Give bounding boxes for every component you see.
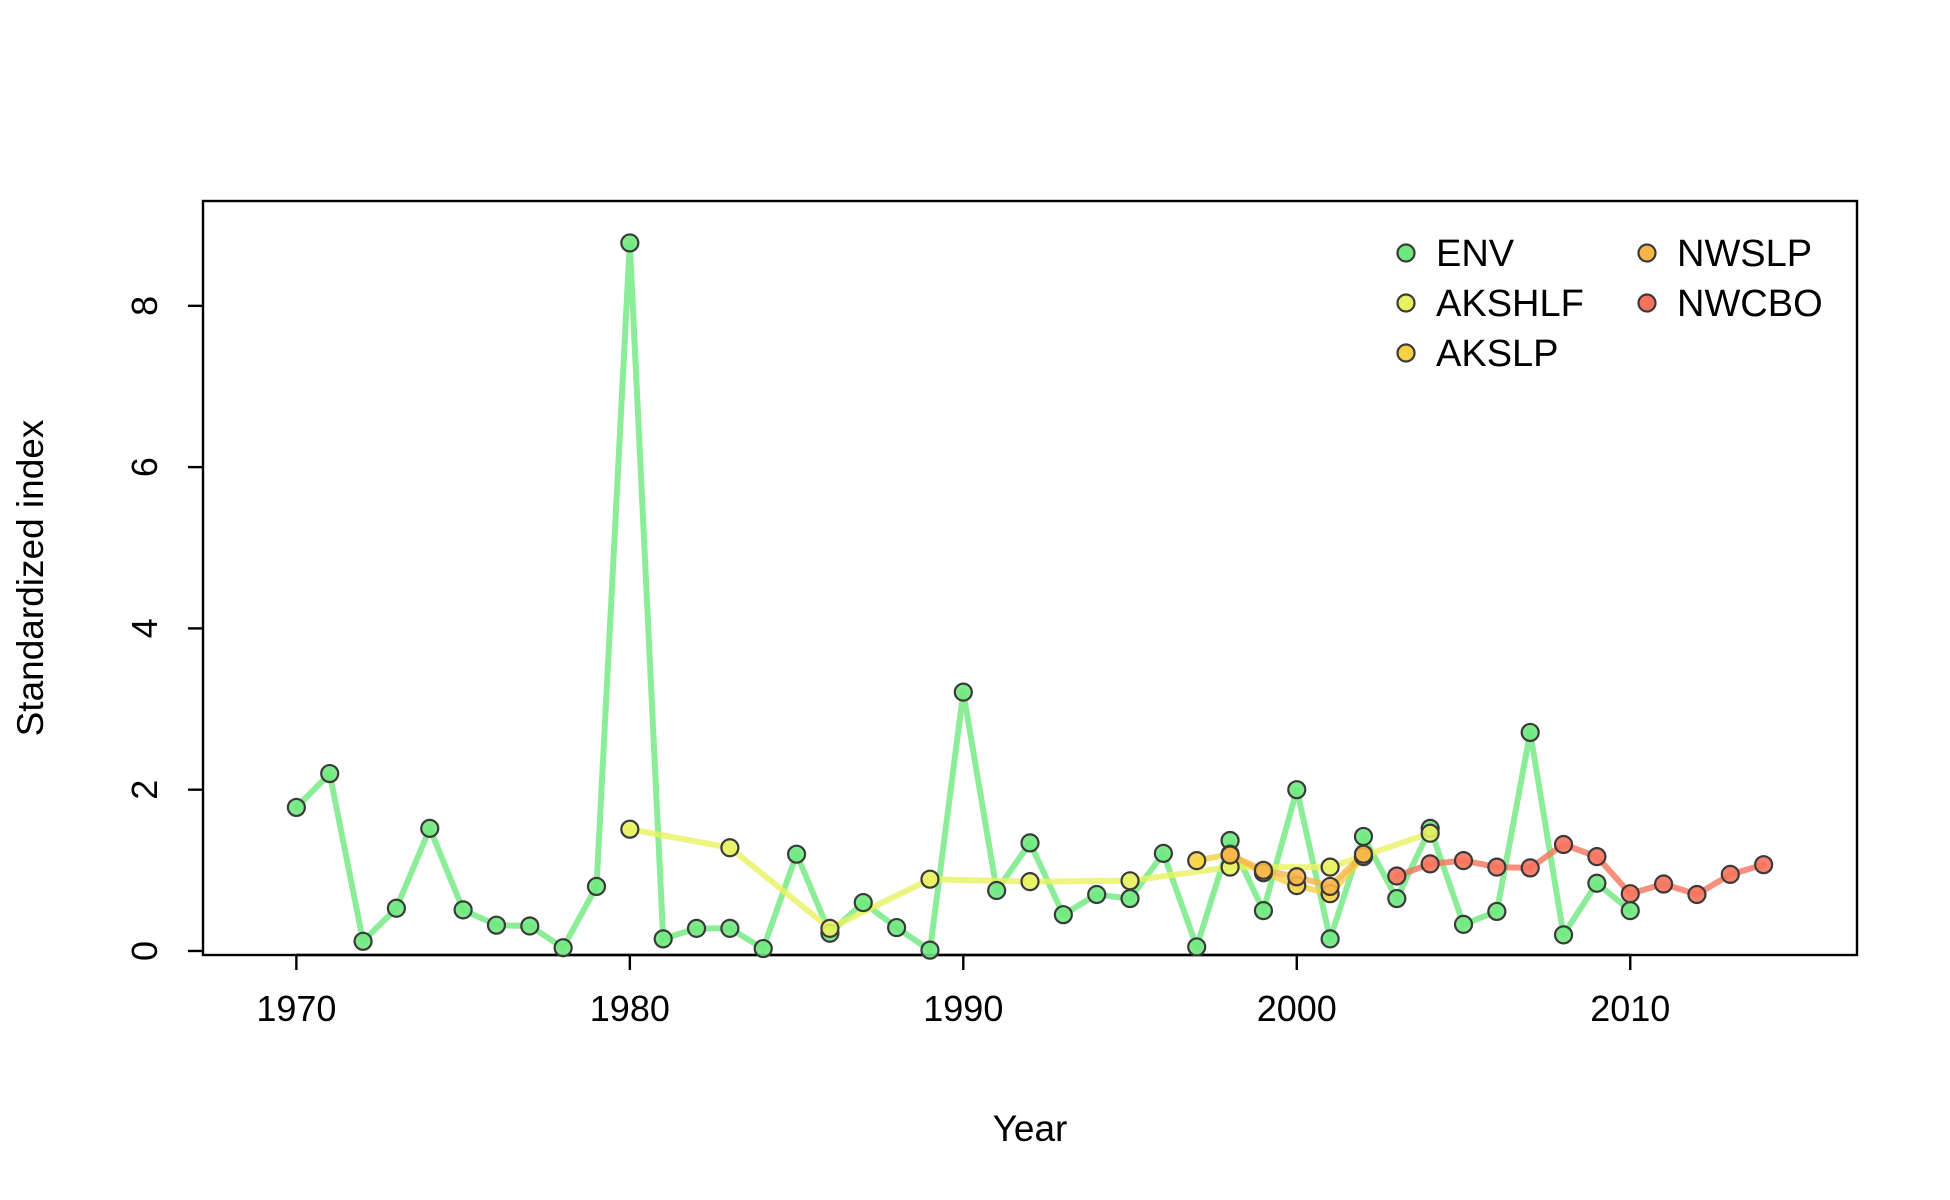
data-point-env [486,915,507,935]
data-point-env [953,682,973,702]
data-point-nwcbo [1453,851,1474,871]
data-point-nwcbo [1620,884,1640,904]
data-point-env [753,938,773,959]
legend-item-akslp: AKSLP [1396,333,1559,375]
legend-item-env: ENV [1396,233,1515,275]
data-point-env [353,931,373,951]
data-point-env [1387,888,1407,909]
legend-marker [1637,243,1657,263]
data-point-nwslp [1353,844,1374,864]
data-point-akshlf [1020,872,1040,892]
y-tick-label: 0 [124,941,165,961]
data-point-env [720,918,740,938]
data-point-nwcbo [1720,864,1740,884]
legend-label: AKSLP [1436,333,1559,375]
data-point-env [1153,843,1173,863]
data-point-env [1620,901,1640,921]
series-points [286,233,1774,960]
x-tick-label: 1980 [590,988,670,1029]
data-point-nwcbo [1387,866,1407,886]
data-point-env [1120,888,1140,909]
data-point-akslp [1187,851,1207,871]
data-point-akshlf [620,819,640,839]
data-point-nwslp [1253,860,1274,880]
data-point-nwcbo [1587,847,1607,867]
legend-item-akshlf: AKSHLF [1396,283,1584,325]
y-tick-label: 2 [124,780,165,800]
data-point-nwcbo [1653,874,1674,894]
data-point-env [653,929,673,949]
data-point-env [586,876,607,897]
x-tick-label: 2010 [1590,988,1670,1029]
data-point-env [1187,937,1207,957]
data-point-nwcbo [1687,884,1707,905]
data-point-nwcbo [1553,834,1574,855]
data-point-env [686,918,707,938]
data-point-akshlf [1420,823,1440,843]
data-point-env [1353,826,1374,847]
data-point-env [920,940,940,960]
data-point-env [1520,722,1540,743]
data-point-env [386,898,407,918]
legend-label: NWSLP [1677,233,1812,275]
data-point-akshlf [720,838,740,858]
data-point-env [853,892,873,913]
legend-marker [1396,243,1416,263]
y-tick-label: 6 [124,457,165,477]
y-tick-label: 8 [124,296,165,316]
data-point-env [553,938,573,958]
data-point-env [420,818,440,838]
legend-item-nwcbo: NWCBO [1637,283,1823,325]
data-point-env [1587,873,1607,893]
data-point-env [1287,780,1307,800]
series-line-env [293,239,1634,954]
data-point-nwcbo [1420,854,1440,874]
data-point-env [1253,901,1274,921]
data-point-env [1020,833,1040,853]
data-point-env [1087,884,1107,905]
data-point-env [987,880,1007,901]
data-point-env [286,797,306,818]
data-point-env [1320,929,1340,949]
data-point-env [520,916,540,936]
data-point-env [1553,925,1574,945]
x-axis-title: Year [993,1108,1068,1149]
data-point-env [1487,901,1507,922]
y-tick-label: 4 [124,618,165,638]
legend-marker [1396,343,1416,363]
legend-label: AKSHLF [1436,283,1584,325]
x-tick-label: 1990 [923,988,1003,1029]
axes: 1970 1980 1990 2000 2010 0 2 4 6 8 [124,296,1670,1029]
data-point-nwcbo [1754,855,1774,875]
data-point-env [320,763,340,784]
x-tick-label: 1970 [256,988,336,1029]
legend: ENV AKSHLF AKSLP NWSLP NWCBO [1396,233,1823,375]
data-point-nwcbo [1487,857,1507,877]
data-point-env [453,900,473,920]
x-tick-label: 2000 [1257,988,1337,1029]
data-point-nwslp [1220,845,1240,865]
data-point-nwcbo [1520,858,1540,878]
legend-label: ENV [1436,233,1515,275]
legend-marker [1637,293,1657,313]
data-point-env [1053,905,1073,925]
data-point-akshlf [1120,871,1140,891]
data-point-akshlf [820,918,840,938]
legend-marker [1396,293,1416,313]
data-point-akshlf [1320,857,1340,877]
legend-label: NWCBO [1677,283,1823,325]
data-point-env [1453,914,1474,934]
data-point-env [620,233,640,253]
data-point-akshlf [920,869,940,889]
data-point-env [786,844,807,864]
data-point-nwslp [1287,867,1307,887]
data-point-env [887,917,907,938]
y-axis-title: Standardized index [10,419,51,736]
data-point-nwslp [1320,876,1340,897]
legend-item-nwslp: NWSLP [1637,233,1812,275]
